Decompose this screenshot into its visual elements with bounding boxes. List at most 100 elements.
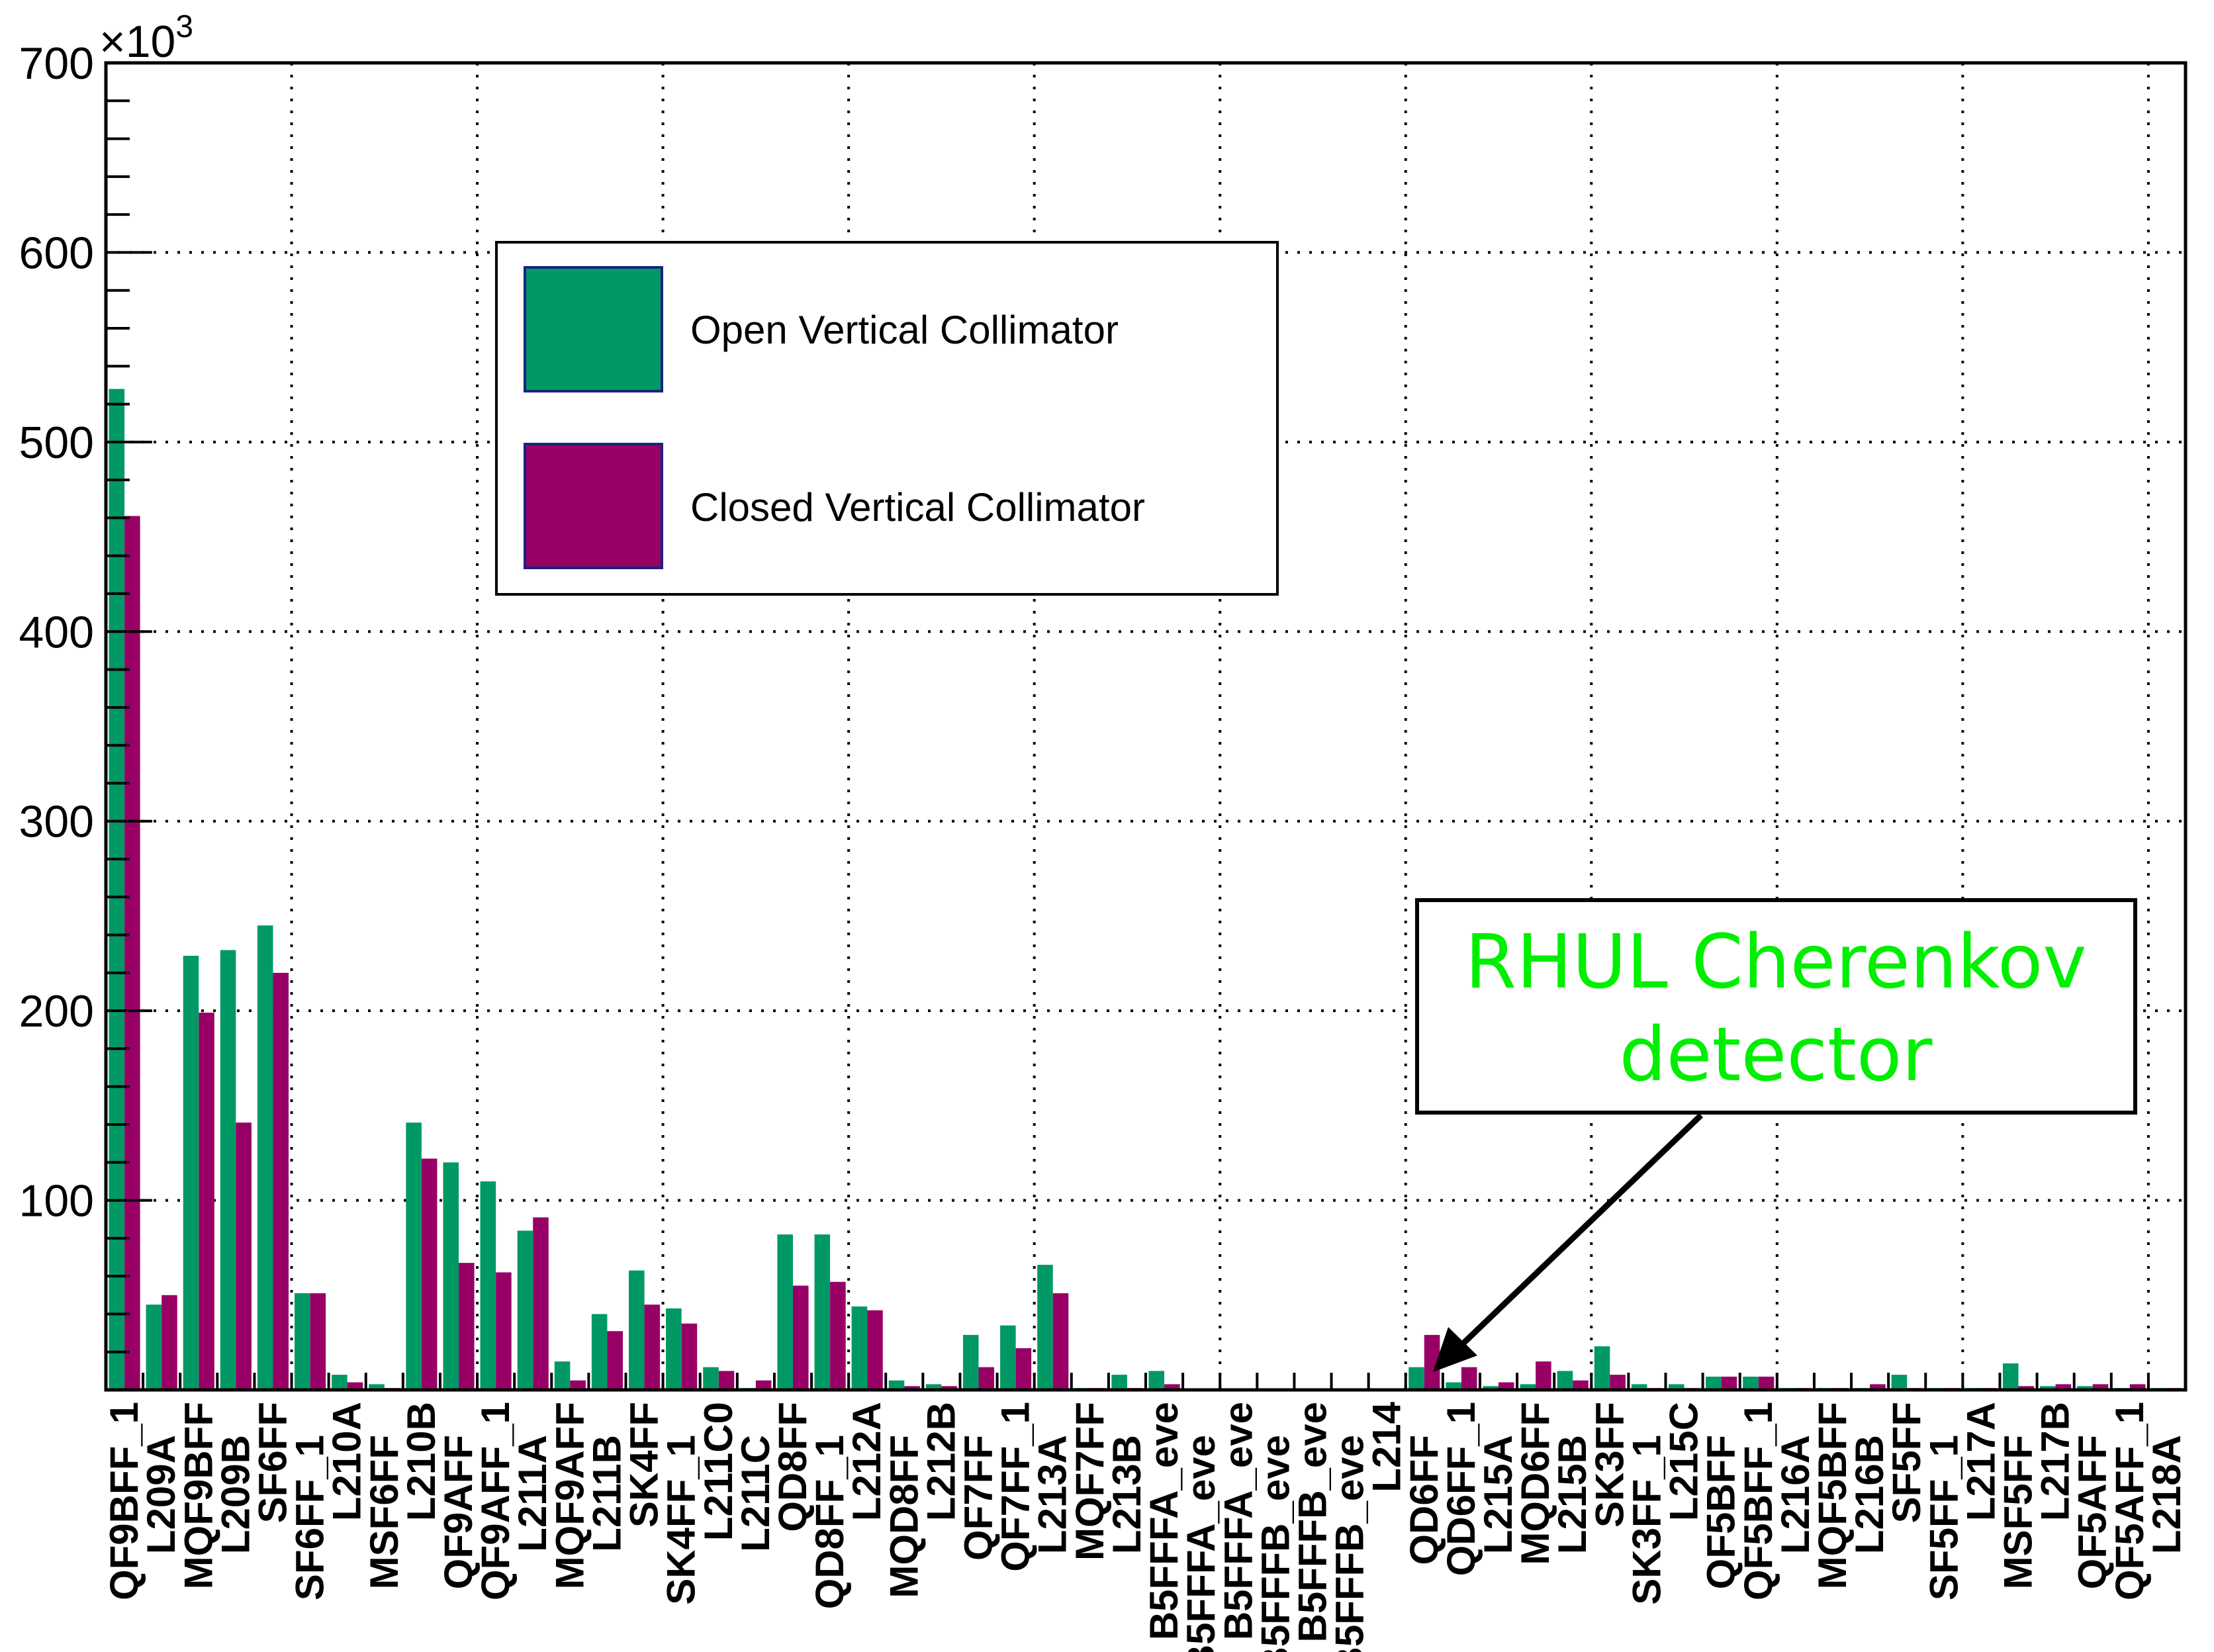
bar-closed [2018, 1386, 2035, 1390]
bar-open [1557, 1371, 1573, 1390]
y-tick-label: 400 [19, 607, 94, 657]
x-category-label: L214 [1365, 1401, 1409, 1492]
x-category-label: L215C [1662, 1402, 1706, 1521]
x-category-label: L213B [1105, 1435, 1149, 1554]
bar-closed [533, 1217, 549, 1390]
bar-closed [1499, 1382, 1514, 1390]
bar-closed [496, 1272, 512, 1390]
x-category-label: L211C0 [696, 1402, 741, 1541]
bar-closed [830, 1281, 846, 1390]
x-category-label: L216A [1773, 1435, 1818, 1554]
bar-open [814, 1234, 831, 1390]
bar-closed [978, 1367, 995, 1390]
x-category-label: B5FFFA_eve [1216, 1402, 1260, 1640]
x-category-label: L215A [1476, 1435, 1520, 1554]
bars [109, 389, 2183, 1391]
x-category-label: SK3FF_1 [1624, 1435, 1669, 1605]
bar-closed [755, 1380, 772, 1390]
bar-open [554, 1361, 571, 1390]
bar-open [703, 1367, 719, 1390]
bar-closed [124, 516, 140, 1391]
x-category-label: MQF9BFF [176, 1402, 220, 1589]
annotation-text-line2: detector [1620, 1012, 1933, 1098]
legend-label-closed: Closed Vertical Collimator [690, 485, 1145, 529]
x-category-label: B5FFFB_eve [1328, 1435, 1372, 1652]
x-category-label: QF5BFF_1 [1736, 1402, 1780, 1600]
bar-open [480, 1181, 496, 1390]
x-category-label: MSF5FF [1996, 1435, 2041, 1589]
x-category-label: SF6FF_1 [288, 1435, 332, 1600]
bar-closed [941, 1386, 957, 1390]
bar-open [666, 1308, 682, 1390]
x-category-label: SF5FF [1884, 1402, 1929, 1523]
bar-open [2077, 1386, 2093, 1390]
bar-open [109, 389, 125, 1390]
bar-closed [1052, 1293, 1069, 1390]
x-category-label: L215B [1550, 1435, 1594, 1554]
bar-open [406, 1123, 422, 1390]
bar-open [1743, 1376, 1759, 1390]
x-category-label: QF9AFF_1 [473, 1402, 518, 1600]
x-category-label: L210B [399, 1402, 443, 1521]
legend-swatch-closed [524, 443, 663, 569]
bar-open [2002, 1363, 2019, 1390]
y-tick-label: 500 [19, 418, 94, 468]
legend-swatch-open [524, 266, 663, 392]
bar-open [1111, 1375, 1127, 1390]
bar-closed [1721, 1376, 1737, 1390]
bar-closed [1015, 1348, 1032, 1390]
x-category-label: B5FFFB_eve [1290, 1402, 1334, 1642]
bar-open [1408, 1367, 1424, 1390]
bar-open [1631, 1384, 1647, 1390]
y-axis-multiplier: ×103 [99, 9, 193, 67]
annotation: RHUL Cherenkov detector [1415, 898, 2137, 1372]
x-category-label: L212B [919, 1402, 963, 1521]
y-tick-label: 100 [19, 1176, 94, 1226]
legend: Open Vertical Collimator Closed Vertical… [495, 241, 1279, 596]
bar-closed [607, 1331, 623, 1390]
bar-open [1483, 1386, 1499, 1390]
x-category-label: L217A [1959, 1402, 2003, 1521]
x-category-label: QF5AFF_1 [2107, 1402, 2152, 1600]
x-category-label: SK3FF [1587, 1402, 1632, 1528]
bar-closed [792, 1285, 809, 1390]
bar-closed [904, 1386, 920, 1390]
x-category-label: MQD8FF [882, 1435, 926, 1598]
bar-open [332, 1375, 347, 1390]
bar-open [517, 1230, 533, 1390]
y-tick-label: 300 [19, 797, 94, 847]
bar-closed [199, 1013, 214, 1390]
x-category-label: L211C [733, 1435, 778, 1552]
x-category-label: B5FFFA_eve [1142, 1402, 1186, 1640]
bar-closed [2092, 1384, 2109, 1390]
bar-open [220, 950, 236, 1390]
x-category-label: QD6FF [1402, 1435, 1446, 1565]
x-category-label: B5FFFA_eve [1179, 1435, 1223, 1652]
x-category-label: QD8FF_1 [807, 1435, 852, 1609]
bar-open [2040, 1386, 2056, 1390]
bar-closed [1610, 1375, 1626, 1390]
bar-open [628, 1270, 645, 1390]
x-category-label: QF7FF [956, 1435, 1001, 1561]
x-category-label: L211A [510, 1435, 555, 1552]
x-category-label: SF6FF [250, 1402, 295, 1523]
y-tick-label: 600 [19, 228, 94, 278]
x-category-label: QF7FF_1 [993, 1402, 1038, 1572]
x-category-label: QF9BFF_1 [102, 1402, 146, 1600]
bar-closed [273, 972, 289, 1390]
x-category-label: QF5BFF [1699, 1435, 1743, 1589]
bar-closed [1758, 1376, 1775, 1390]
y-tick-label: 700 [19, 38, 94, 89]
x-category-label: QF5AFF [2070, 1435, 2115, 1589]
bar-open [1000, 1325, 1016, 1390]
x-category-label: L217B [2033, 1402, 2078, 1521]
x-category-label: QF9AFF [436, 1435, 481, 1589]
bar-closed [459, 1263, 475, 1390]
bar-open [1037, 1264, 1053, 1390]
bar-closed [718, 1371, 735, 1390]
bar-closed [2055, 1384, 2072, 1390]
bar-open [146, 1305, 162, 1390]
bar-open [183, 956, 199, 1390]
legend-label-open: Open Vertical Collimator [690, 308, 1119, 352]
y-tick-labels: 100 200 300 400 500 600 700 [19, 38, 94, 1226]
